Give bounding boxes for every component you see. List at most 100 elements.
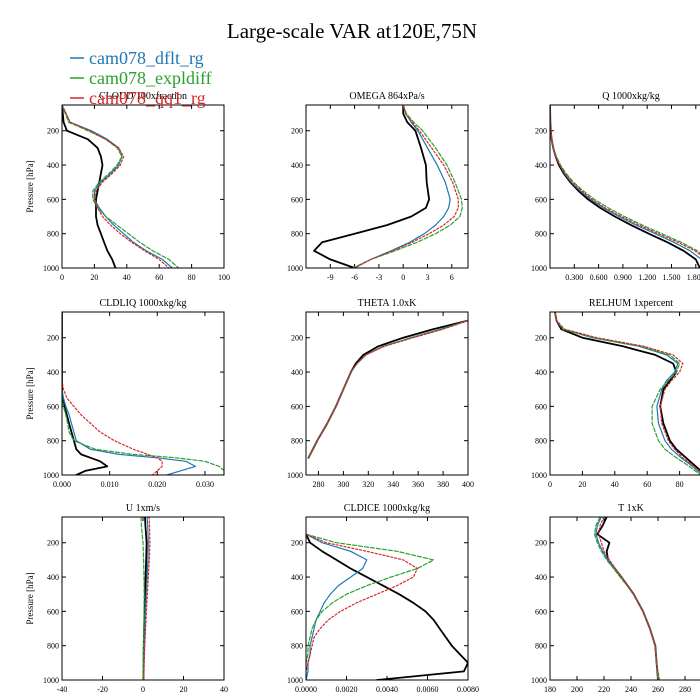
y-tick-label: 800 — [291, 230, 303, 239]
y-tick-label: 400 — [291, 573, 303, 582]
x-tick-label: 180 — [544, 685, 556, 694]
series-obs — [62, 312, 109, 475]
y-tick-label: 600 — [47, 607, 59, 616]
x-tick-label: -40 — [57, 685, 68, 694]
x-tick-label: 100 — [218, 273, 230, 282]
series-cam078_expldiff — [554, 312, 700, 475]
y-tick-label: 400 — [291, 368, 303, 377]
x-tick-label: 0.0040 — [376, 685, 398, 694]
y-tick-label: 600 — [535, 607, 547, 616]
x-tick-label: 220 — [598, 685, 610, 694]
series-cam078_qq1_rg — [307, 320, 468, 459]
y-tick-label: 200 — [47, 334, 59, 343]
series-obs — [596, 517, 659, 680]
panel-ylabel: Pressure [hPa] — [25, 160, 35, 212]
y-tick-label: 600 — [47, 402, 59, 411]
series-cam078_dflt_rg — [595, 517, 659, 680]
y-tick-label: 600 — [535, 195, 547, 204]
panel-title: OMEGA 864xPa/s — [349, 91, 424, 102]
y-tick-label: 400 — [535, 368, 547, 377]
panel-title: Q 1000xkg/kg — [602, 91, 660, 102]
series-cam078_qq1_rg — [62, 105, 170, 268]
x-tick-label: 0.300 — [565, 273, 583, 282]
y-tick-label: 200 — [47, 539, 59, 548]
x-tick-label: -9 — [327, 273, 334, 282]
x-tick-label: 200 — [571, 685, 583, 694]
panel-3: CLDLIQ 1000xkg/kg Pressure [hPa] 200 400 600… — [25, 298, 225, 489]
x-tick-label: 3 — [426, 273, 430, 282]
y-tick-label: 800 — [47, 230, 59, 239]
x-tick-label: -6 — [351, 273, 358, 282]
series-cam078_qq1_rg — [554, 312, 700, 473]
panel-frame — [305, 516, 469, 681]
y-tick-label: 800 — [535, 642, 547, 651]
x-tick-label: 280 — [312, 480, 324, 489]
y-tick-label: 400 — [47, 368, 59, 377]
panel-title: RELHUM 1xpercent — [589, 298, 673, 309]
y-tick-label: 200 — [291, 334, 303, 343]
x-tick-label: 6 — [450, 273, 454, 282]
series-cam078_expldiff — [307, 320, 468, 459]
x-tick-label: 0 — [60, 273, 64, 282]
y-tick-label: 800 — [535, 230, 547, 239]
x-tick-label: 60 — [155, 273, 163, 282]
x-tick-label: -3 — [376, 273, 383, 282]
x-tick-label: 0.0000 — [295, 685, 317, 694]
x-tick-label: 0.0020 — [336, 685, 358, 694]
legend-label-2: cam078_qq1_rg — [89, 88, 206, 108]
y-tick-label: 200 — [291, 539, 303, 548]
y-tick-label: 1000 — [43, 264, 59, 273]
y-tick-label: 400 — [535, 573, 547, 582]
x-tick-label: 20 — [180, 685, 188, 694]
y-tick-label: 800 — [47, 437, 59, 446]
series-cam078_dflt_rg — [62, 105, 173, 268]
y-tick-label: 200 — [535, 127, 547, 136]
x-tick-label: 320 — [362, 480, 374, 489]
panel-frame — [305, 311, 469, 476]
x-tick-label: 20 — [578, 480, 586, 489]
x-tick-label: 40 — [611, 480, 619, 489]
panel-2: Q 1000xkg/kg 200 400 600 800 1000 0.300 0.600 0.… — [531, 91, 700, 282]
legend-label-1: cam078_expldiff — [89, 68, 212, 88]
x-tick-label: 0.0080 — [457, 685, 479, 694]
series-obs — [307, 319, 468, 459]
panel-title: CLDICE 1000xkg/kg — [344, 503, 430, 514]
series-cam078_dflt_rg — [62, 312, 196, 475]
x-tick-label: 0.0060 — [417, 685, 439, 694]
x-tick-label: 1.500 — [663, 273, 681, 282]
y-tick-label: 400 — [47, 161, 59, 170]
series-cam078_expldiff — [306, 533, 435, 680]
x-tick-label: 360 — [412, 480, 424, 489]
series-cam078_expldiff — [352, 105, 463, 268]
series-cam078_dflt_rg — [143, 517, 149, 680]
x-tick-label: 0.600 — [590, 273, 608, 282]
x-tick-label: 0.900 — [614, 273, 632, 282]
x-tick-label: 400 — [462, 480, 474, 489]
y-tick-label: 1000 — [43, 471, 59, 480]
panel-title: CLDLIQ 1000xkg/kg — [100, 298, 187, 309]
x-tick-label: 40 — [220, 685, 228, 694]
x-tick-label: 0 — [548, 480, 552, 489]
x-tick-label: 1.800 — [687, 273, 700, 282]
y-tick-label: 1000 — [531, 471, 547, 480]
x-tick-label: -20 — [97, 685, 108, 694]
x-tick-label: 60 — [643, 480, 651, 489]
panel-frame — [305, 104, 469, 269]
x-tick-label: 80 — [676, 480, 684, 489]
panel-title: CLOUD 100xfraction — [99, 91, 187, 102]
y-tick-label: 800 — [535, 437, 547, 446]
series-cam078_expldiff — [62, 312, 224, 475]
x-tick-label: 240 — [625, 685, 637, 694]
x-tick-label: 300 — [337, 480, 349, 489]
y-tick-label: 400 — [291, 161, 303, 170]
figure-title: Large-scale VAR at120E,75N — [227, 19, 477, 43]
y-tick-label: 200 — [535, 539, 547, 548]
x-tick-label: 80 — [188, 273, 196, 282]
y-tick-label: 600 — [535, 402, 547, 411]
series-cam078_qq1_rg — [306, 533, 418, 680]
x-tick-label: 0.000 — [53, 480, 71, 489]
panel-frame — [61, 516, 225, 681]
